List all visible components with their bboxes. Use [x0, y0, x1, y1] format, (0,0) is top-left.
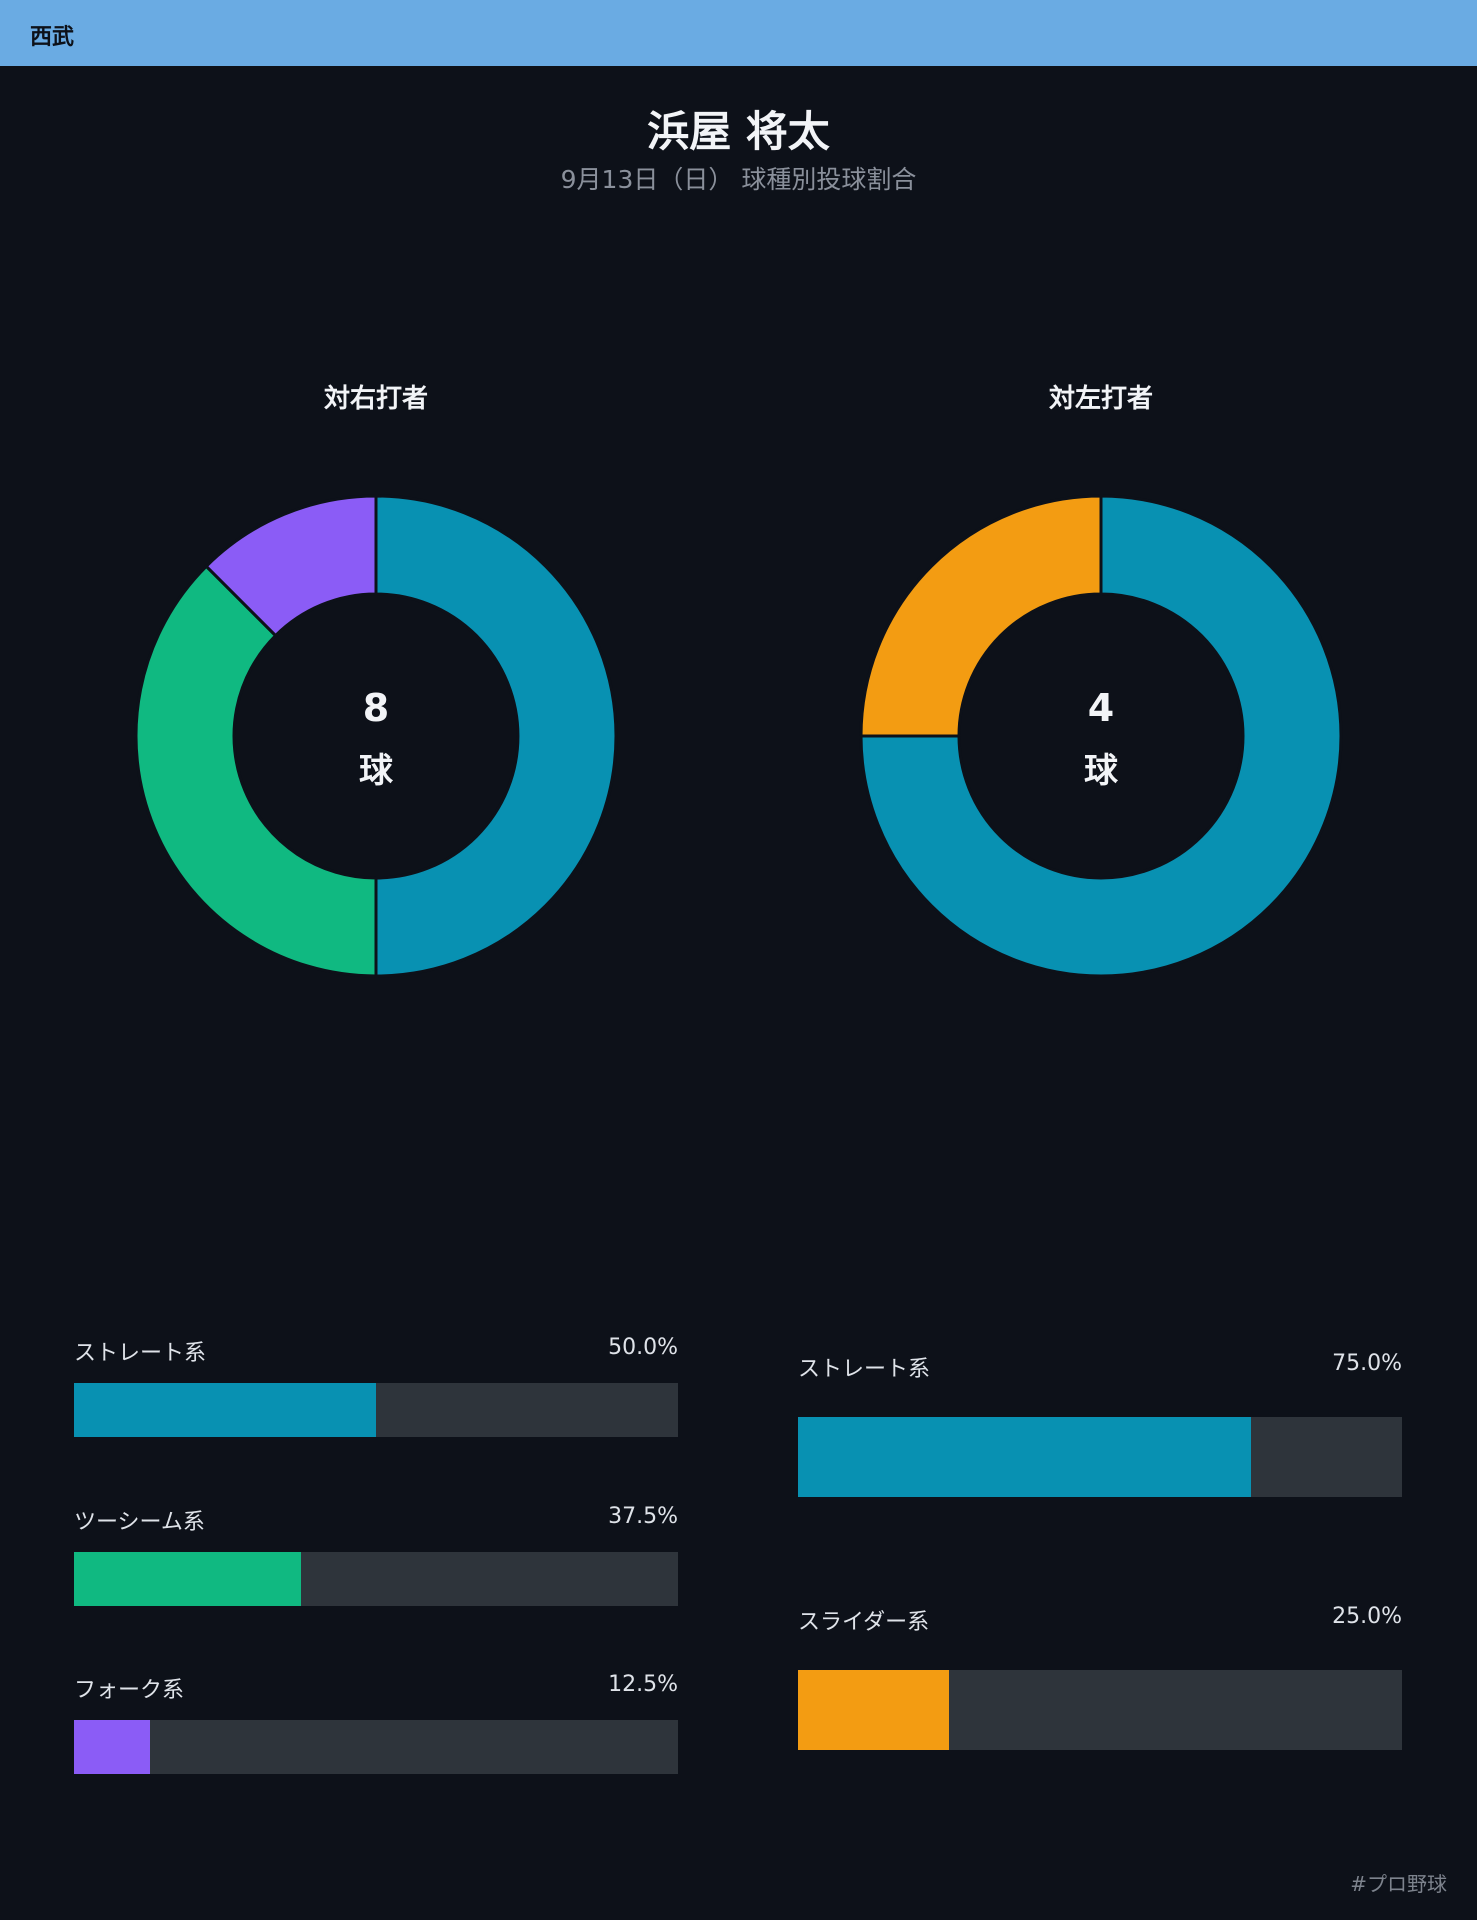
vs-left-bar-slider: スライダー系 25.0%	[798, 1604, 1402, 1752]
bar-label: ストレート系	[798, 1357, 931, 1382]
bar-track	[798, 1670, 1402, 1750]
team-name: 西武	[30, 25, 75, 50]
bar-fill	[74, 1552, 301, 1606]
bar-track	[74, 1720, 678, 1774]
vs-left-title: 対左打者	[1048, 384, 1153, 414]
vs-right-title: 対右打者	[323, 384, 428, 414]
donut-slice-1	[859, 494, 1343, 978]
bar-fill	[798, 1670, 949, 1750]
donut-slice-1	[374, 494, 618, 978]
team-header-bar: 西武	[0, 0, 1477, 66]
bar-label: フォーク系	[74, 1678, 185, 1703]
vs-left-pitch-unit: 球	[1084, 751, 1118, 791]
vs-right-bar-straight: ストレート系 50.0%	[74, 1335, 678, 1439]
bar-fill	[74, 1720, 150, 1774]
vs-right-bar-twoseam: ツーシーム系 37.5%	[74, 1504, 678, 1608]
donut-slice-2	[134, 564, 378, 978]
bar-percent: 12.5%	[608, 1672, 678, 1697]
bar-track	[798, 1417, 1402, 1497]
pitcher-name: 浜屋 将太	[647, 107, 830, 156]
donut-slice-3	[204, 494, 378, 638]
bar-percent: 50.0%	[608, 1335, 678, 1360]
bar-percent: 37.5%	[608, 1504, 678, 1529]
bar-percent: 25.0%	[1332, 1604, 1402, 1629]
bar-track	[74, 1552, 678, 1606]
bar-fill	[798, 1417, 1251, 1497]
vs-right-bar-fork: フォーク系 12.5%	[74, 1672, 678, 1776]
vs-right-pitch-unit: 球	[359, 751, 393, 791]
hashtag: #プロ野球	[1350, 1872, 1447, 1896]
bar-label: ツーシーム系	[74, 1510, 205, 1535]
chart-subtitle: 9月13日（日） 球種別投球割合	[560, 165, 917, 194]
bar-track	[74, 1383, 678, 1437]
bar-percent: 75.0%	[1332, 1351, 1402, 1376]
vs-left-pitch-count: 4	[1087, 686, 1115, 730]
vs-left-bar-straight: ストレート系 75.0%	[798, 1351, 1402, 1499]
vs-left-donut-chart	[859, 494, 1343, 978]
donut-slice-2	[859, 494, 1103, 738]
bar-label: ストレート系	[74, 1341, 207, 1366]
vs-right-donut-chart	[134, 494, 618, 978]
vs-right-pitch-count: 8	[362, 686, 390, 730]
bar-label: スライダー系	[798, 1610, 930, 1635]
bar-fill	[74, 1383, 376, 1437]
